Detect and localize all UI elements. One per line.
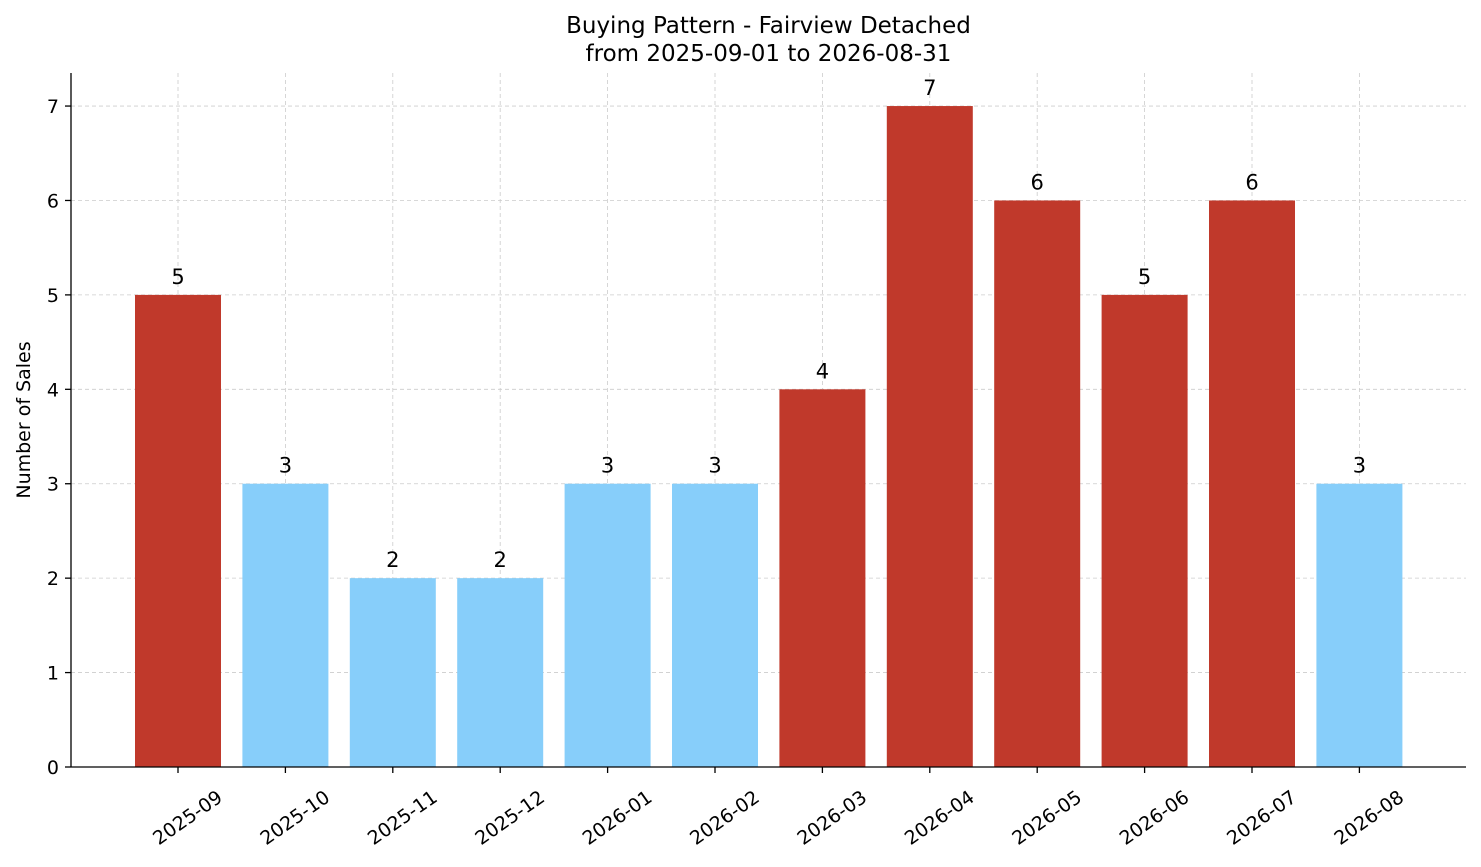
x-tick-label: 2026-01 — [579, 786, 657, 850]
y-ticks: 0 1 2 3 4 5 6 7 — [47, 96, 71, 779]
bar-value-label: 5 — [171, 265, 184, 289]
bar-value-label: 5 — [1138, 265, 1151, 289]
x-tick-label: 2026-02 — [686, 786, 764, 850]
bar-2026-05 — [994, 200, 1081, 768]
bar-value-label: 6 — [1245, 170, 1258, 194]
x-tick-label: 2026-05 — [1008, 786, 1086, 850]
bar-value-label: 2 — [494, 548, 507, 572]
bar-2025-11 — [349, 578, 436, 767]
bar-value-label: 3 — [279, 454, 292, 478]
x-tick-label: 2025-10 — [256, 786, 334, 850]
bar-value-label: 3 — [1353, 454, 1366, 478]
bar-value-label: 6 — [1031, 170, 1044, 194]
bar-2026-08 — [1316, 483, 1403, 767]
bar-2025-09 — [135, 294, 221, 767]
y-tick-label: 2 — [47, 568, 59, 590]
bar-2026-02 — [672, 483, 758, 767]
y-tick-label: 1 — [47, 663, 59, 685]
x-tick-label: 2026-04 — [901, 786, 979, 850]
axes-layer — [70, 73, 1466, 768]
x-tick-label: 2026-07 — [1223, 786, 1301, 850]
y-tick-label: 5 — [47, 285, 59, 307]
bar-value-labels: 5 3 2 2 3 3 4 7 6 5 6 3 — [171, 76, 1366, 572]
y-tick-label: 4 — [47, 379, 59, 401]
y-tick-label: 7 — [47, 96, 59, 118]
bar-2026-01 — [564, 483, 651, 767]
x-tick-label: 2026-08 — [1330, 786, 1408, 850]
bar-value-label: 7 — [923, 76, 936, 100]
bar-value-label: 3 — [708, 454, 721, 478]
bar-value-label: 3 — [601, 454, 614, 478]
x-ticks: 2025-09 2025-10 2025-11 2025-12 2026-01 2026-… — [149, 767, 1408, 850]
x-tick-label: 2025-11 — [364, 786, 442, 850]
y-tick-label: 6 — [47, 190, 59, 212]
bar-2026-04 — [886, 106, 973, 768]
chart-subtitle: from 2025-09-01 to 2026-08-31 — [586, 41, 952, 67]
y-tick-label: 3 — [47, 474, 59, 496]
bar-2025-12 — [457, 578, 544, 767]
y-tick-label: 0 — [47, 757, 59, 779]
bar-value-label: 2 — [386, 548, 399, 572]
bar-2026-07 — [1209, 200, 1295, 768]
x-tick-label: 2026-03 — [793, 786, 871, 850]
y-axis-title: Number of Sales — [13, 341, 35, 498]
x-tick-label: 2025-12 — [471, 786, 549, 850]
chart-title: Buying Pattern - Fairview Detached — [566, 13, 971, 39]
x-tick-label: 2026-06 — [1116, 786, 1194, 850]
bar-2025-10 — [242, 483, 329, 767]
bar-value-label: 4 — [816, 359, 829, 383]
bar-2026-06 — [1101, 294, 1188, 767]
x-tick-label: 2025-09 — [149, 786, 227, 850]
bar-2026-03 — [779, 389, 866, 767]
bars-layer — [135, 106, 1403, 768]
